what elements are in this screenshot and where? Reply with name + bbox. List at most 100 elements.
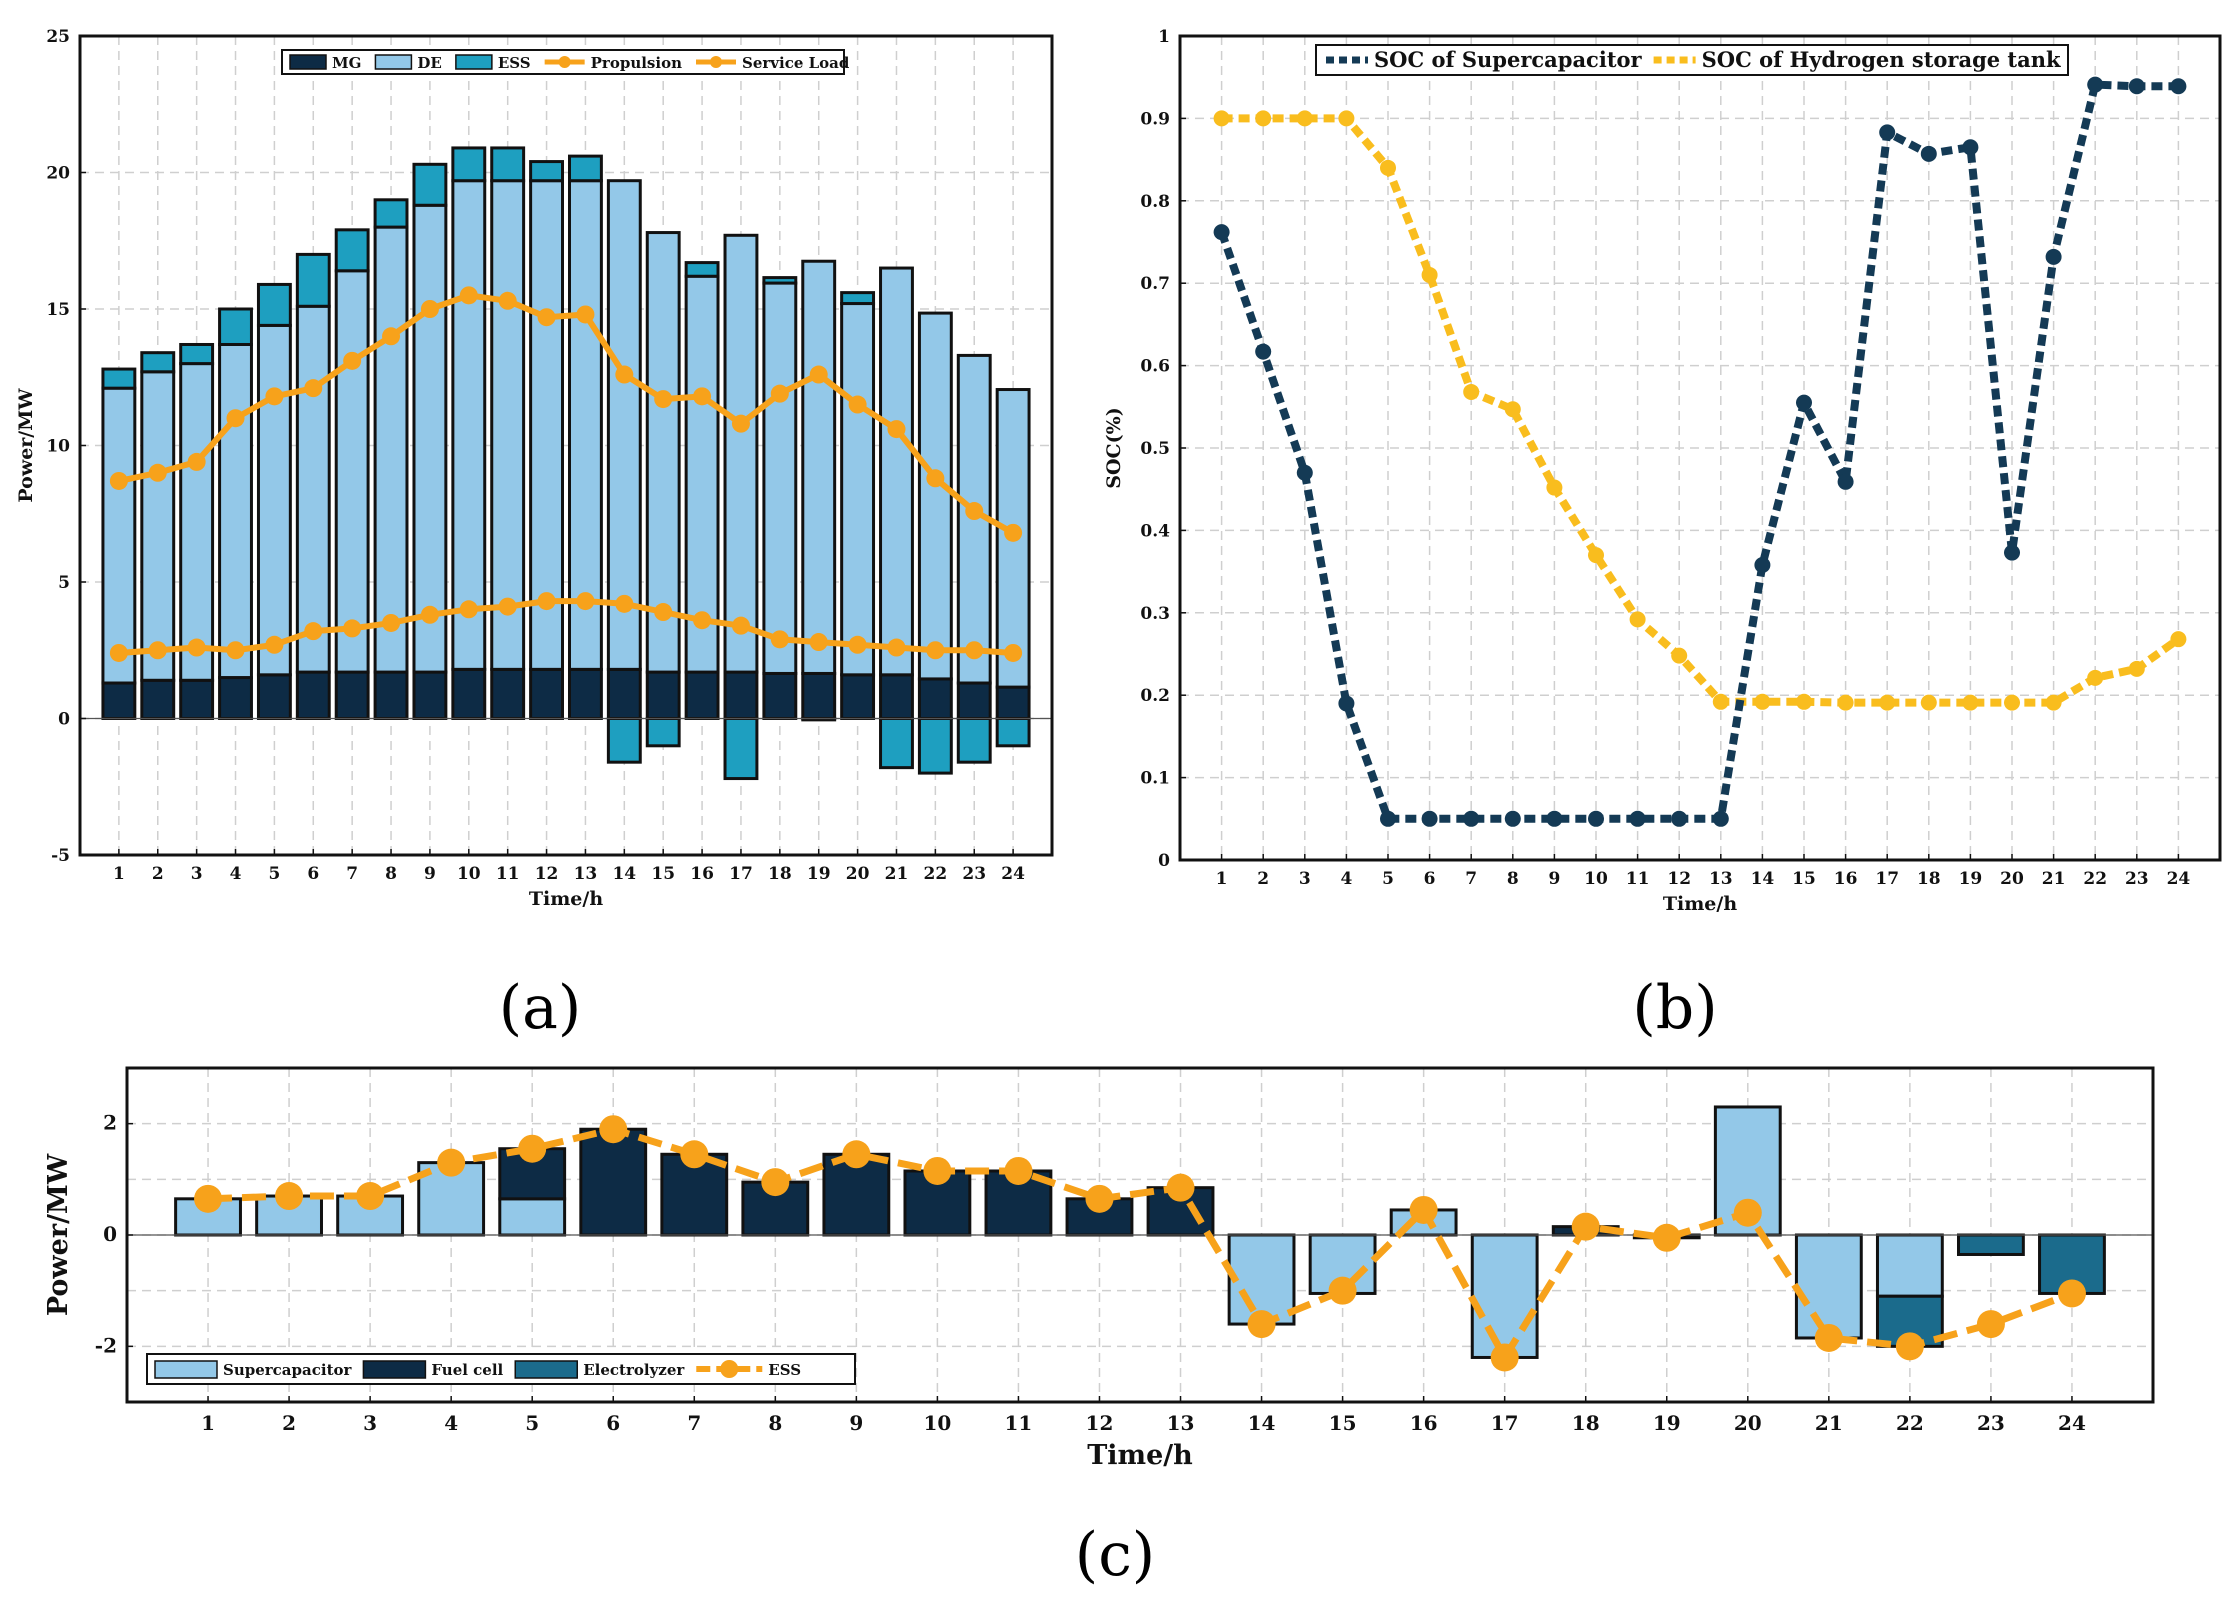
bar-mg — [179, 678, 215, 721]
x-tick-label: 7 — [1465, 869, 1477, 889]
point-soc-of-supercapacitor — [1629, 810, 1646, 827]
point-propulsion — [382, 327, 401, 346]
y-tick-label: 5 — [58, 573, 70, 593]
bar-ess — [723, 717, 759, 781]
x-tick-label: 20 — [2000, 869, 2024, 889]
x-tick-label: 9 — [424, 864, 436, 884]
bar-mg — [218, 676, 253, 720]
point-ess — [1166, 1173, 1195, 1202]
point-soc-of-hydrogen-storage-tank — [1588, 547, 1604, 564]
bar-de — [917, 311, 953, 681]
bar-ess — [956, 717, 992, 764]
panel-c-chart: 1 2 3 4 5 6 7 8 9 10 11 12 13 14 15 16 17 18 19 20 21 22 23 24-… — [43, 1066, 2155, 1471]
legend-label-fuel-cell: Fuel cell — [431, 1361, 503, 1379]
x-tick-label: 19 — [1959, 869, 1983, 889]
x-tick-label: 7 — [346, 864, 358, 884]
x-tick-label: 8 — [385, 864, 397, 884]
point-propulsion — [537, 308, 556, 327]
point-service-load — [537, 592, 556, 611]
point-soc-of-supercapacitor — [1920, 145, 1937, 162]
point-soc-of-supercapacitor — [1504, 810, 1521, 827]
bar-mg — [723, 670, 759, 721]
x-tick-label: 21 — [1815, 1411, 1843, 1435]
y-tick-label: 0.7 — [1140, 274, 1170, 294]
point-service-load — [576, 592, 595, 611]
bar-ess — [490, 146, 526, 183]
point-service-load — [148, 641, 167, 660]
bar-ess — [412, 162, 448, 207]
point-soc-of-hydrogen-storage-tank — [1463, 383, 1480, 400]
x-tick-label: 17 — [729, 864, 753, 884]
point-propulsion — [965, 502, 984, 521]
point-ess — [194, 1184, 223, 1213]
point-propulsion — [459, 286, 478, 305]
bar-electrolyzer — [1957, 1233, 2025, 1256]
x-tick-label: 13 — [1709, 869, 1733, 889]
bar-de — [879, 266, 914, 677]
point-soc-of-hydrogen-storage-tank — [1671, 647, 1688, 664]
y-tick-label: 0.8 — [1140, 192, 1170, 212]
point-soc-of-hydrogen-storage-tank — [1421, 266, 1438, 283]
point-soc-of-hydrogen-storage-tank — [2004, 694, 2020, 711]
legend-label-supercapacitor: Supercapacitor — [223, 1361, 352, 1379]
x-tick-label: 3 — [363, 1411, 377, 1435]
point-ess — [599, 1115, 628, 1144]
point-service-load — [731, 616, 750, 635]
point-ess — [842, 1140, 871, 1169]
point-soc-of-supercapacitor — [1588, 810, 1604, 827]
y-tick-label: -2 — [95, 1333, 117, 1357]
bar-mg — [801, 671, 837, 721]
point-soc-of-supercapacitor — [1380, 810, 1396, 827]
x-tick-label: 16 — [690, 864, 714, 884]
bar-supercapacitor — [1794, 1233, 1863, 1340]
point-service-load — [459, 600, 478, 619]
bar-ess — [917, 717, 953, 775]
panel-b-label: (b) — [1632, 973, 1717, 1043]
x-tick-label: 3 — [191, 864, 203, 884]
point-soc-of-supercapacitor — [2087, 76, 2104, 93]
x-tick-label: 24 — [2167, 869, 2191, 889]
bar-ess — [840, 291, 876, 306]
x-tick-label: 11 — [1005, 1411, 1033, 1435]
bar-ess — [373, 198, 409, 229]
point-soc-of-supercapacitor — [2170, 78, 2187, 95]
point-service-load — [382, 613, 401, 632]
point-soc-of-hydrogen-storage-tank — [1962, 694, 1979, 711]
x-tick-label: 3 — [1299, 869, 1311, 889]
x-tick-label: 4 — [444, 1411, 458, 1435]
x-tick-label: 6 — [1424, 869, 1436, 889]
x-tick-label: 23 — [2125, 869, 2149, 889]
y-tick-label: 1 — [1158, 27, 1170, 47]
bar-ess — [567, 154, 603, 183]
point-propulsion — [576, 305, 595, 324]
bar-ess — [762, 276, 798, 285]
point-ess — [1328, 1276, 1357, 1305]
bar-ess — [334, 228, 370, 273]
legend-label-electrolyzer: Electrolyzer — [583, 1361, 685, 1379]
bar-mg — [956, 681, 992, 721]
x-tick-label: 5 — [525, 1411, 539, 1435]
bar-de — [373, 225, 409, 674]
point-ess — [2057, 1279, 2086, 1308]
point-soc-of-supercapacitor — [1213, 224, 1230, 241]
bar-mg — [762, 671, 798, 721]
x-tick-label: 14 — [1751, 869, 1775, 889]
point-service-load — [887, 638, 906, 657]
bar-de — [567, 179, 603, 671]
point-propulsion — [226, 409, 245, 428]
x-tick-label: 10 — [457, 864, 481, 884]
legend-swatch-supercapacitor — [154, 1360, 218, 1379]
point-ess — [680, 1140, 709, 1169]
x-tick-label: 7 — [687, 1411, 701, 1435]
y-axis-label: SOC(%) — [1103, 407, 1125, 488]
legend-marker-propulsion — [558, 56, 571, 68]
point-service-load — [187, 638, 206, 657]
y-tick-label: 0 — [58, 710, 70, 730]
bar-mg — [529, 667, 565, 720]
y-tick-label: 0.5 — [1140, 439, 1170, 459]
y-tick-label: 15 — [46, 300, 70, 320]
bar-ess — [256, 282, 292, 327]
point-soc-of-supercapacitor — [2045, 248, 2062, 265]
point-propulsion — [809, 365, 828, 384]
x-tick-label: 12 — [1086, 1411, 1114, 1435]
